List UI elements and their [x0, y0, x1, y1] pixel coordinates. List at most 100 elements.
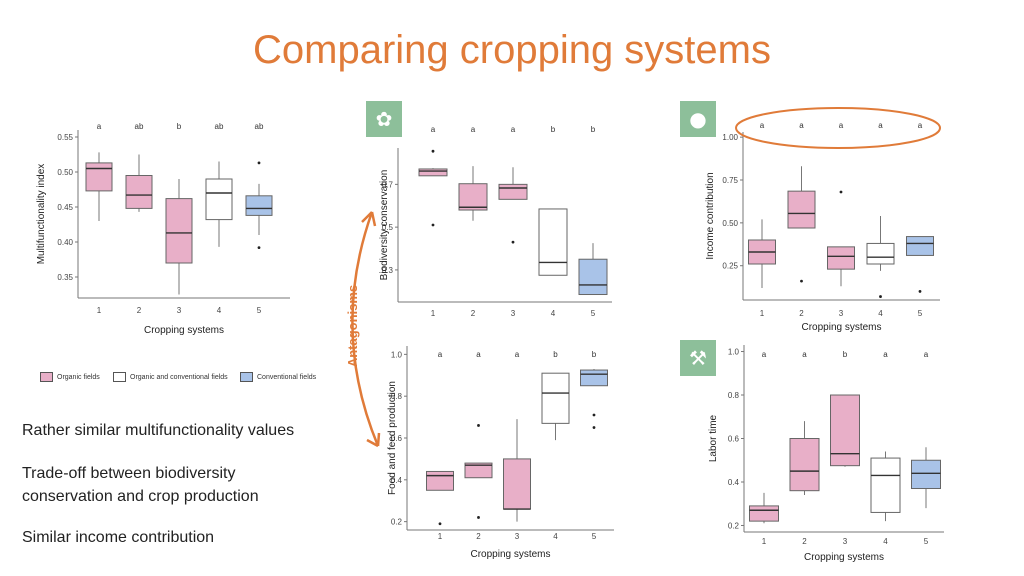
- food-feed-xtick-label: 3: [515, 532, 520, 541]
- multifunctionality-xtick-label: 1: [97, 306, 102, 315]
- food-feed-xtick-label: 4: [553, 532, 558, 541]
- income-box: [866, 242, 895, 265]
- labor-xtick-label: 4: [883, 537, 888, 546]
- legend-swatch-organic: [40, 372, 53, 382]
- biodiversity-sig-letter: b: [551, 125, 556, 134]
- income-xtick-label: 2: [799, 309, 804, 318]
- income-outlier: [800, 279, 803, 283]
- multifunctionality-outlier: [257, 161, 261, 165]
- labor-icon: ⚒: [680, 340, 716, 376]
- biodiversity-outlier: [431, 223, 435, 227]
- multifunctionality-sig-letter: ab: [215, 122, 224, 131]
- antagonism-arrowhead-bottom: [366, 432, 381, 448]
- biodiversity-sig-letter: b: [591, 125, 596, 134]
- legend-label-organic: Organic fields: [57, 373, 100, 381]
- biodiversity-box: [498, 183, 528, 200]
- food-feed-xtick-label: 2: [476, 532, 481, 541]
- labor-sig-letter: a: [802, 350, 807, 359]
- food-feed-sig-letter: a: [438, 350, 443, 359]
- labor-sig-letter: a: [762, 350, 767, 359]
- labor-ytick-label: 0.2: [728, 521, 740, 530]
- biodiversity-xtick-label: 5: [591, 309, 596, 318]
- income-xtick-label: 1: [760, 309, 765, 318]
- labor-box: [830, 394, 860, 467]
- food-feed-ytick-label: 0.2: [391, 518, 403, 527]
- income-box: [787, 190, 816, 229]
- slide-title: Comparing cropping systems: [253, 28, 771, 72]
- antagonism-arrow: [351, 211, 380, 447]
- biodiversity-sig-letter: a: [431, 125, 436, 134]
- income-sig-letter: a: [918, 121, 923, 130]
- legend-conventional: Conventional fields: [240, 372, 316, 382]
- labor-ytick-label: 0.6: [728, 435, 740, 444]
- income-sig-letter: a: [839, 121, 844, 130]
- biodiversity-xtick-label: 2: [471, 309, 476, 318]
- multifunctionality-xtick-label: 4: [217, 306, 222, 315]
- food-feed-box: [464, 462, 493, 479]
- multifunctionality-box: [205, 178, 233, 221]
- multifunctionality-sig-letter: ab: [255, 122, 264, 131]
- food-feed-xtick-label: 1: [438, 532, 443, 541]
- biodiversity-box: [578, 258, 608, 296]
- note-multifunctionality: Rather similar multifunctionality values: [22, 422, 295, 439]
- income-xtick-label: 4: [878, 309, 883, 318]
- income-sig-letter: a: [760, 121, 765, 130]
- labor-box: [749, 505, 779, 522]
- multifunctionality-box: [245, 195, 273, 216]
- food-feed-box: [580, 369, 608, 387]
- labor-ytick-label: 0.8: [728, 391, 740, 400]
- piggy-bank-icon: ●: [680, 101, 716, 137]
- biodiversity-ytick-label: 0.5: [382, 223, 394, 232]
- legend-label-mixed: Organic and conventional fields: [130, 373, 228, 381]
- food-feed-outlier: [592, 413, 596, 417]
- multifunctionality-ytick-label: 0.55: [57, 133, 73, 142]
- labor-box: [870, 457, 901, 513]
- income-xtick-label: 3: [839, 309, 844, 318]
- income-box: [827, 246, 855, 270]
- multifunctionality-x-label: Cropping systems: [144, 325, 224, 336]
- food-feed-sig-letter: b: [553, 350, 558, 359]
- note-income: Similar income contribution: [22, 529, 215, 546]
- multifunctionality-xtick-label: 3: [177, 306, 182, 315]
- income-sig-letter: a: [799, 121, 804, 130]
- income-outlier: [918, 290, 922, 293]
- labor-sig-letter: b: [843, 350, 848, 359]
- labor-x-label: Cropping systems: [804, 552, 884, 563]
- income-xtick-label: 5: [918, 309, 923, 318]
- income-ytick-label: 0.25: [722, 262, 738, 271]
- food-feed-box: [541, 372, 570, 424]
- food-feed-box: [503, 458, 531, 510]
- biodiversity-ytick-label: 0.3: [382, 266, 394, 275]
- note-tradeoff: Trade-off between biodiversity conservat…: [22, 465, 259, 505]
- food-feed-sig-letter: a: [476, 350, 481, 359]
- food-feed-outlier: [592, 426, 596, 429]
- labor-ytick-label: 0.4: [728, 478, 740, 487]
- labor-xtick-label: 3: [843, 537, 848, 546]
- food-feed-sig-letter: b: [592, 350, 597, 359]
- multifunctionality-box: [85, 162, 113, 192]
- food-feed-outlier: [477, 424, 480, 427]
- food-feed-outlier: [438, 522, 442, 526]
- labor-xtick-label: 2: [802, 537, 807, 546]
- labor-box: [789, 438, 820, 492]
- income-box: [906, 236, 934, 256]
- labor-box: [911, 459, 941, 490]
- food-feed-box: [426, 470, 454, 491]
- biodiversity-outlier: [431, 149, 435, 153]
- labor-xtick-label: 1: [762, 537, 767, 546]
- biodiversity-ytick-label: 0.7: [382, 180, 394, 189]
- food-feed-ytick-label: 0.8: [391, 392, 403, 401]
- food-feed-ytick-label: 0.4: [391, 476, 403, 485]
- biodiversity-box: [538, 208, 568, 276]
- biodiversity-xtick-label: 3: [511, 309, 516, 318]
- multifunctionality-sig-letter: b: [177, 122, 182, 131]
- multifunctionality-sig-letter: ab: [135, 122, 144, 131]
- labor-sig-letter: a: [883, 350, 888, 359]
- multifunctionality-box: [165, 198, 193, 264]
- income-outlier: [879, 295, 882, 298]
- food-feed-sig-letter: a: [515, 350, 520, 359]
- biodiversity-box: [458, 183, 488, 211]
- biodiversity-y-label: Biodiversity conservation: [379, 170, 390, 281]
- food-feed-x-label: Cropping systems: [470, 549, 550, 560]
